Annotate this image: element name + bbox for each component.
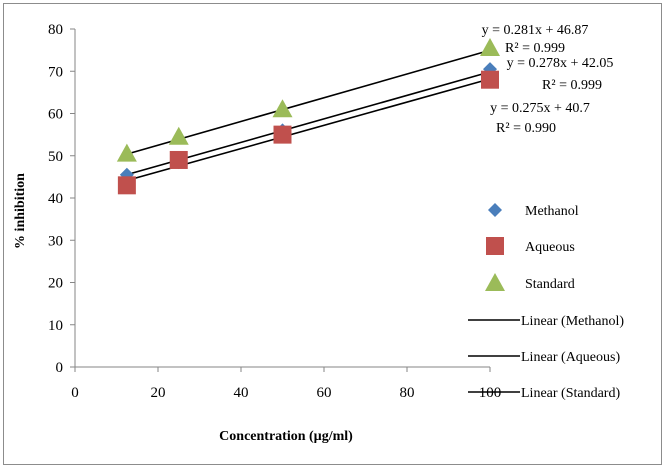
aqueous-point [481,70,499,89]
y-tick-label: 0 [56,360,64,376]
r2-methanol: R² = 0.999 [542,78,602,93]
x-tick-label: 40 [234,385,249,401]
chart-frame [3,3,662,465]
y-axis-label: % inhibition [13,173,28,249]
standard-point [480,38,500,57]
y-tick-label: 20 [48,276,63,292]
y-tick-label: 10 [48,318,63,334]
x-tick-label: 60 [317,385,332,401]
y-tick-label: 60 [48,107,63,123]
data-points [116,38,500,195]
aqueous-point [273,125,292,144]
x-tick-label: 80 [400,385,415,401]
x-axis-label: Concentration (µg/ml) [219,429,353,444]
legend-label-standard: Standard [525,277,575,292]
legend-label-trend-standard: Linear (Standard) [521,386,620,401]
equation-standard: y = 0.281x + 46.87 [482,23,589,38]
legend: Methanol Aqueous Standard Linear (Methanol)… [468,203,624,401]
standard-point [116,143,137,162]
y-tick-label: 80 [48,22,63,38]
equation-aqueous: y = 0.275x + 40.7 [490,101,590,116]
legend-label-methanol: Methanol [525,204,579,219]
x-tick-label: 100 [479,385,502,401]
standard-point [168,126,189,145]
aqueous-point [117,176,136,195]
equation-methanol: y = 0.278x + 42.05 [507,56,614,71]
x-tick-label: 0 [71,385,79,401]
legend-marker-standard [485,273,505,291]
legend-marker-methanol [488,203,502,217]
y-tick-label: 30 [48,233,63,249]
trendline-standard [126,49,491,155]
axes: 0 10 20 30 40 50 60 70 80 0 20 40 60 80 100 [48,22,501,401]
r2-aqueous: R² = 0.990 [496,121,556,136]
legend-marker-aqueous [486,237,504,255]
x-tick-label: 20 [151,385,166,401]
r2-standard: R² = 0.999 [505,41,565,56]
y-tick-label: 50 [48,149,63,165]
legend-label-trend-aqueous: Linear (Aqueous) [521,350,620,365]
legend-label-trend-methanol: Linear (Methanol) [521,314,624,329]
y-tick-label: 70 [48,64,63,80]
y-tick-label: 40 [48,191,63,207]
standard-point [272,99,293,118]
legend-label-aqueous: Aqueous [525,240,575,255]
aqueous-point [169,150,188,169]
